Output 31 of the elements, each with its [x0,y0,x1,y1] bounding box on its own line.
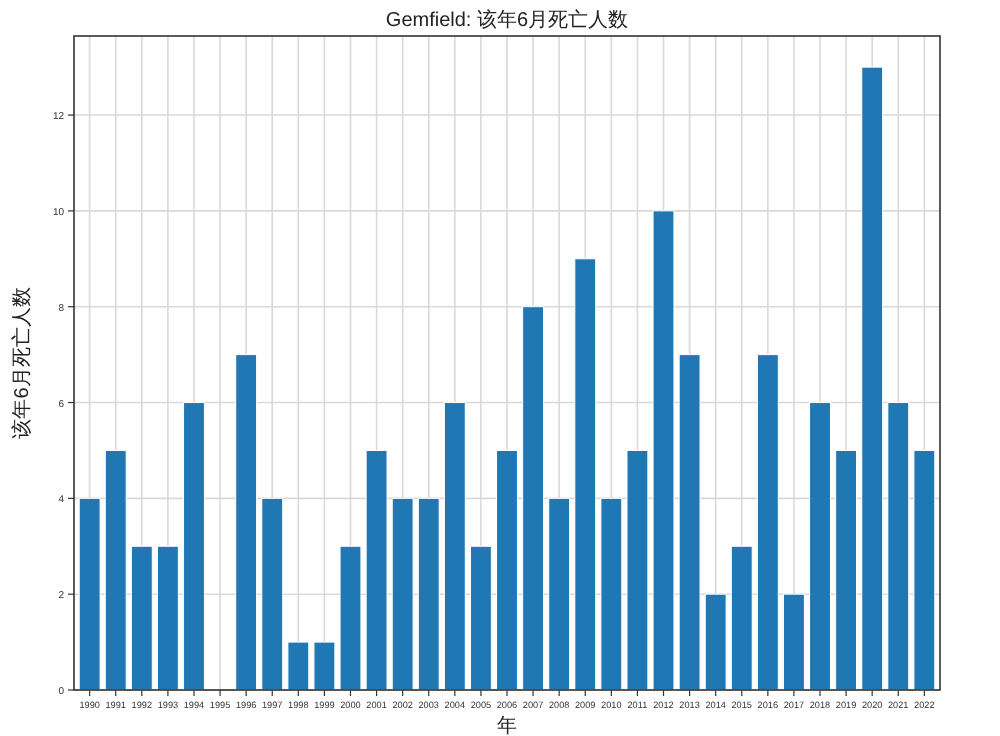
bar [417,497,440,691]
x-axis-title: 年 [497,714,517,736]
bar [183,402,205,691]
bar [704,593,727,691]
bar [313,641,336,691]
bar [522,306,545,691]
chart-title: Gemfield: 该年6月死亡人数 [385,8,629,32]
bar [391,497,414,691]
bar [496,449,518,691]
bar [287,641,310,691]
bar [443,402,466,691]
bar [156,545,179,691]
bar [756,354,779,691]
bar [600,497,623,691]
bar [861,66,884,691]
y-axis-title: 该年6月死亡人数 [10,287,34,439]
bar [782,593,805,691]
bar [104,449,127,691]
bar [548,497,571,691]
bar [78,497,101,691]
bar [235,354,258,691]
bar [130,545,153,691]
bar [835,449,858,691]
bar [809,402,831,691]
bar [730,545,753,691]
bar [574,258,597,691]
bar [469,545,492,691]
bar [887,402,910,691]
bar [678,354,701,691]
bar [913,449,936,691]
bar [261,497,284,691]
